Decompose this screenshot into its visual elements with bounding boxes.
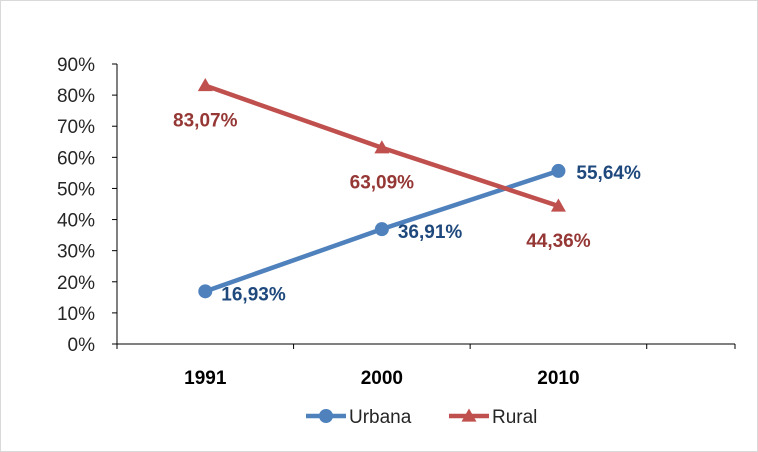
y-tick-label: 90% (57, 55, 95, 76)
axes (112, 63, 736, 349)
data-label-urbana: 16,93% (221, 284, 286, 305)
x-tick-label: 1991 (184, 368, 227, 389)
data-label-urbana: 55,64% (576, 163, 641, 184)
y-tick-label: 30% (57, 242, 95, 263)
data-label-rural: 44,36% (526, 231, 591, 252)
legend: Urbana Rural (306, 407, 537, 428)
y-tick-label: 80% (57, 86, 95, 107)
data-label-urbana: 36,91% (398, 222, 463, 243)
y-tick-label: 50% (57, 179, 95, 200)
data-point-triangle (197, 78, 213, 92)
y-tick-label: 10% (57, 304, 95, 325)
data-label-rural: 63,09% (350, 173, 415, 194)
series-group (197, 78, 566, 299)
data-point-triangle (550, 198, 566, 212)
data-label-rural: 83,07% (173, 111, 238, 132)
data-point-circle (198, 284, 213, 299)
data-point-circle (374, 222, 389, 237)
legend-label: Rural (492, 407, 537, 428)
y-tick-labels: 0% 10% 20% 30% 40% 50% 60% 70% 80% 90% (57, 55, 95, 356)
data-labels: 16,93% 36,91% 55,64% 83,07% 63,09% 44,36% (173, 111, 641, 306)
data-point-circle (319, 409, 333, 423)
y-tick-label: 60% (57, 148, 95, 169)
y-tick-label: 0% (68, 335, 96, 356)
x-tick-labels: 1991 2000 2010 (184, 368, 579, 389)
legend-item-rural: Rural (449, 407, 537, 428)
y-tick-label: 20% (57, 273, 95, 294)
x-tick-label: 2010 (537, 368, 579, 389)
data-point-triangle (461, 408, 477, 422)
y-tick-label: 70% (57, 117, 95, 138)
y-tick-label: 40% (57, 211, 95, 232)
x-tick-label: 2000 (361, 368, 403, 389)
data-point-circle (551, 163, 566, 178)
data-point-triangle (374, 140, 390, 154)
legend-item-urbana: Urbana (306, 407, 412, 428)
legend-label: Urbana (349, 407, 412, 428)
